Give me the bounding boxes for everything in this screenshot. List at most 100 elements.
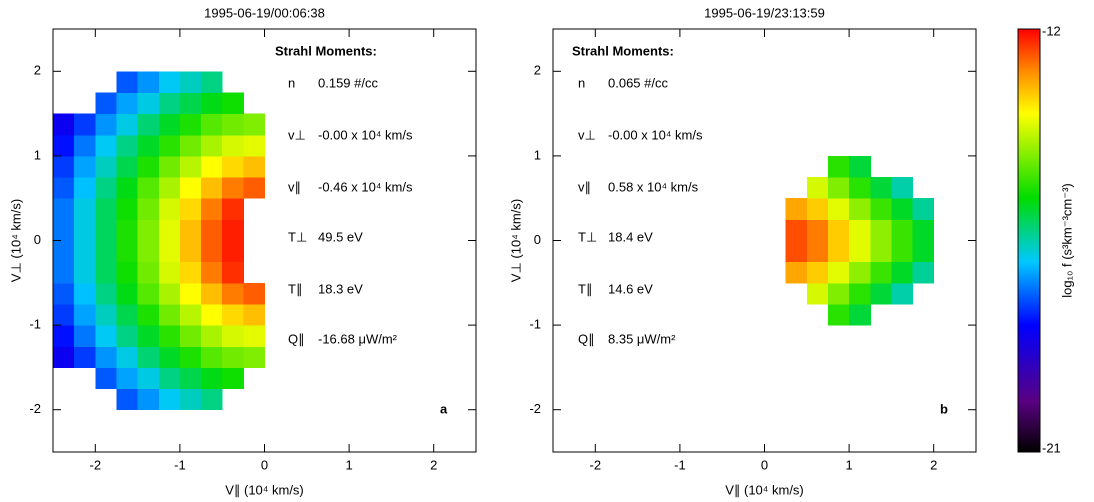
heatmap-cell — [53, 282, 75, 305]
heatmap-cell — [158, 113, 181, 136]
heatmap-cell — [137, 388, 160, 411]
heatmap-cell — [158, 240, 181, 263]
heatmap-cell — [53, 303, 75, 326]
heatmap-cell — [74, 282, 96, 305]
heatmap-cell — [116, 325, 139, 347]
heatmap-cell — [179, 92, 202, 115]
heatmap-cell — [222, 325, 244, 347]
heatmap-cell — [891, 198, 914, 220]
heatmap-cell — [95, 198, 117, 220]
heatmap-cell — [891, 177, 914, 199]
panel-title: 1995-06-19/00:06:38 — [204, 5, 325, 20]
heatmap-cell — [849, 198, 871, 220]
heatmap-cell — [827, 155, 850, 178]
colorbar — [1018, 29, 1040, 452]
heatmap-cell — [95, 92, 117, 115]
heatmap-cell — [222, 134, 244, 157]
heatmap-cell — [53, 155, 75, 178]
heatmap-cell — [116, 346, 139, 368]
heatmap-cell — [137, 155, 160, 178]
heatmap-cell — [74, 325, 96, 347]
heatmap-cell — [95, 155, 117, 178]
heatmap-cell — [137, 261, 160, 284]
heatmap-cell — [74, 346, 96, 368]
heatmap-cell — [806, 240, 829, 263]
moment-label: T⊥ — [578, 229, 597, 244]
moment-label: T⊥ — [288, 229, 307, 244]
heatmap-cell — [201, 346, 223, 368]
moment-label: n — [578, 75, 585, 90]
heatmap-cell — [137, 71, 160, 93]
y-tick-label: 2 — [534, 63, 541, 78]
heatmap-cell — [179, 346, 202, 368]
heatmap-cell — [74, 134, 96, 157]
heatmap-cell — [243, 346, 265, 368]
heatmap-cell — [201, 325, 223, 347]
heatmap-cell — [891, 240, 914, 263]
heatmap-cell — [74, 198, 96, 220]
heatmap-cell — [806, 177, 829, 199]
y-tick-label: -1 — [529, 317, 541, 332]
heatmap-cell — [158, 92, 181, 115]
heatmap-cell — [53, 177, 75, 199]
moment-value: 8.35 μW/m² — [608, 331, 676, 346]
y-tick-label: 0 — [34, 232, 41, 247]
heatmap-cell — [827, 303, 850, 326]
x-tick-label: 0 — [761, 457, 768, 472]
heatmap-cell — [95, 261, 117, 284]
panel-title: 1995-06-19/23:13:59 — [704, 5, 825, 20]
heatmap-cell — [179, 155, 202, 178]
heatmap-cell — [158, 177, 181, 199]
heatmap-cell — [849, 303, 871, 326]
heatmap-cell — [179, 71, 202, 93]
heatmap-cell — [95, 367, 117, 390]
heatmap-cell — [806, 219, 829, 241]
heatmap-cell — [827, 282, 850, 305]
heatmap-cell — [243, 134, 265, 157]
heatmap-cell — [116, 367, 139, 390]
heatmap-cell — [201, 198, 223, 220]
heatmap-cell — [243, 303, 265, 326]
heatmap-cell — [53, 113, 75, 136]
moment-value: 18.4 eV — [608, 229, 653, 244]
heatmap-cell — [243, 113, 265, 136]
x-tick-label: -1 — [174, 457, 186, 472]
colorbar-tick-label: -12 — [1042, 23, 1061, 38]
x-axis-label: V∥ (10⁴ km/s) — [225, 482, 304, 497]
x-tick-label: 2 — [430, 457, 437, 472]
heatmap-cell — [222, 303, 244, 326]
heatmap-cell — [827, 177, 850, 199]
colorbar-frame — [1017, 28, 1041, 453]
heatmap-cell — [849, 219, 871, 241]
heatmap-cell — [179, 240, 202, 263]
colorbar-label: log₁₀ f (s³km⁻³cm⁻³) — [1059, 183, 1074, 298]
heatmap-cell — [179, 219, 202, 241]
heatmap-cell — [912, 240, 935, 263]
heatmap-cell — [158, 155, 181, 178]
heatmap-cell — [116, 134, 139, 157]
y-axis-label: V⊥ (10⁴ km/s) — [508, 199, 523, 282]
heatmap-cell — [95, 282, 117, 305]
heatmap-cell — [158, 134, 181, 157]
heatmap-cell — [137, 198, 160, 220]
heatmap-cell — [849, 177, 871, 199]
heatmap-cell — [74, 177, 96, 199]
heatmap-cell — [116, 240, 139, 263]
heatmap-cell — [116, 282, 139, 305]
heatmap-cell — [827, 198, 850, 220]
heatmap-cell — [806, 282, 829, 305]
heatmap-cell — [785, 240, 808, 263]
heatmap-cell — [827, 240, 850, 263]
heatmap-cell — [95, 240, 117, 263]
heatmap-cell — [137, 282, 160, 305]
heatmap-cell — [891, 282, 914, 305]
x-tick-label: -2 — [590, 457, 602, 472]
heatmap-cell — [95, 219, 117, 241]
heatmap-cell — [158, 346, 181, 368]
heatmap-cell — [912, 219, 935, 241]
heatmap-cell — [53, 325, 75, 347]
moment-label: v⊥ — [578, 127, 596, 142]
heatmap-cell — [849, 261, 871, 284]
heatmap-cell — [849, 240, 871, 263]
heatmap-cell — [158, 198, 181, 220]
